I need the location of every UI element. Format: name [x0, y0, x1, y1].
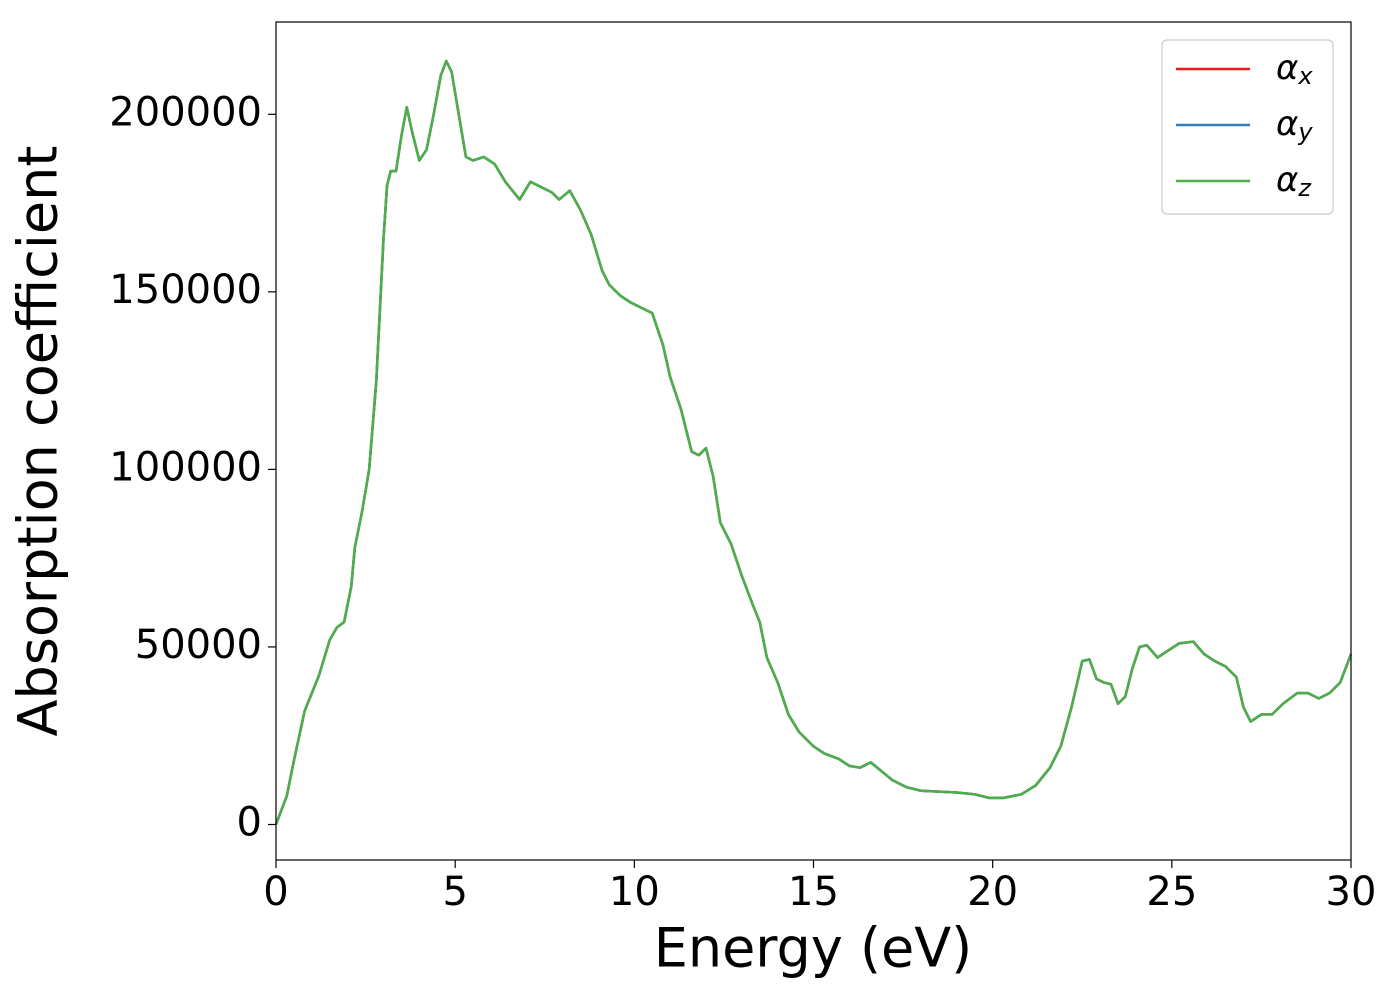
x-axis-label: Energy (eV) — [654, 917, 973, 980]
data-line — [274, 59, 1353, 825]
y-tick-label: 150000 — [109, 267, 262, 313]
legend-label: αx — [1276, 48, 1313, 91]
x-tick-label: 20 — [967, 869, 1018, 915]
x-tick-label: 30 — [1326, 869, 1377, 915]
x-tick-label: 10 — [609, 869, 660, 915]
legend-label: αy — [1276, 104, 1313, 147]
plot-frame — [275, 21, 1352, 861]
x-tick-label: 5 — [442, 869, 467, 915]
y-tick-label: 100000 — [109, 444, 262, 490]
y-tick-label: 200000 — [109, 89, 262, 135]
x-tick-label: 0 — [263, 869, 288, 915]
y-tick-label: 50000 — [135, 622, 262, 668]
legend-box — [1161, 39, 1334, 215]
legend-label: αz — [1276, 160, 1312, 203]
x-tick-label: 15 — [788, 869, 839, 915]
y-tick-label: 0 — [237, 799, 262, 845]
legend: αx αy αz — [1161, 39, 1334, 215]
y-axis-label: Absorption coefficient — [7, 146, 70, 737]
x-tick-label: 25 — [1146, 869, 1197, 915]
